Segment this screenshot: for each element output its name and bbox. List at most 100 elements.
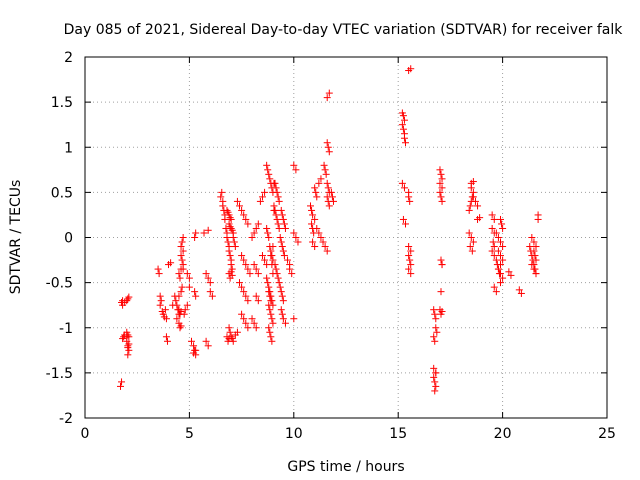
data-point	[321, 166, 329, 174]
data-point	[208, 292, 216, 300]
data-point	[474, 215, 482, 223]
data-point	[265, 234, 273, 241]
data-point	[517, 289, 525, 297]
data-point	[430, 306, 438, 314]
data-point	[271, 261, 279, 269]
data-point	[438, 197, 446, 205]
data-point	[436, 166, 444, 174]
data-point	[324, 184, 332, 192]
data-point	[498, 220, 506, 228]
data-point	[400, 184, 408, 192]
data-point	[499, 224, 507, 232]
data-point	[225, 247, 233, 255]
data-point	[432, 369, 440, 377]
data-point	[274, 220, 282, 228]
y-tick-label: -2	[59, 411, 73, 427]
data-point	[244, 265, 252, 273]
data-point	[163, 337, 171, 345]
data-point	[400, 116, 408, 124]
data-point	[271, 206, 279, 214]
data-point	[497, 252, 505, 260]
data-point	[266, 328, 274, 336]
data-point	[534, 215, 542, 223]
data-point	[218, 188, 226, 196]
data-point	[405, 188, 413, 196]
data-point	[277, 238, 285, 246]
data-point	[321, 243, 329, 251]
data-point	[271, 179, 279, 187]
data-point	[313, 224, 321, 232]
data-point	[225, 335, 233, 343]
data-point	[497, 261, 505, 269]
data-point	[400, 134, 408, 142]
data-point	[223, 234, 231, 241]
data-point	[274, 193, 282, 201]
data-point	[433, 328, 441, 336]
y-tick-label: 0.5	[51, 185, 73, 201]
data-point	[489, 238, 497, 246]
data-point	[167, 259, 175, 267]
data-point	[254, 270, 262, 278]
data-point	[264, 279, 272, 287]
data-point	[323, 179, 331, 187]
data-point	[231, 243, 239, 251]
data-point	[468, 247, 476, 255]
data-point	[494, 247, 502, 255]
data-point	[273, 270, 281, 278]
data-point	[219, 202, 227, 210]
data-point	[263, 274, 271, 282]
data-point	[178, 238, 186, 246]
data-point	[248, 234, 256, 241]
y-axis-label: SDTVAR / TECUs	[8, 180, 24, 295]
data-point	[175, 292, 183, 300]
data-point	[183, 301, 191, 309]
data-point	[204, 342, 212, 350]
data-point	[312, 188, 320, 196]
data-point	[325, 89, 333, 97]
data-point	[233, 328, 241, 336]
data-point	[173, 301, 181, 309]
data-point	[183, 270, 191, 278]
data-point	[466, 243, 474, 251]
data-point	[315, 229, 323, 237]
data-point	[269, 256, 277, 264]
data-point	[432, 315, 440, 323]
data-point	[438, 261, 446, 269]
data-point	[437, 288, 445, 296]
data-point	[177, 252, 185, 260]
data-point	[328, 193, 336, 201]
data-point	[492, 288, 500, 296]
data-point	[286, 265, 294, 273]
data-point	[275, 224, 283, 232]
data-point	[267, 297, 275, 305]
data-point	[273, 188, 281, 196]
data-point	[256, 197, 264, 205]
data-point	[261, 188, 269, 196]
data-point	[309, 238, 317, 246]
data-point	[308, 206, 316, 214]
data-point	[266, 292, 274, 300]
data-point	[329, 197, 337, 205]
data-point	[279, 297, 287, 305]
data-point	[526, 243, 534, 251]
data-point	[494, 265, 502, 273]
data-point	[270, 202, 278, 210]
data-point	[226, 252, 234, 260]
data-point	[398, 179, 406, 187]
data-point	[430, 333, 438, 341]
data-point	[436, 188, 444, 196]
data-point	[323, 247, 331, 255]
grid-lines	[85, 57, 607, 418]
data-point	[242, 261, 250, 269]
data-point	[242, 215, 250, 223]
data-point	[226, 223, 234, 231]
data-point	[294, 238, 302, 246]
data-point	[469, 238, 477, 246]
data-point	[431, 387, 439, 395]
data-point	[225, 324, 233, 332]
data-point	[261, 256, 269, 264]
data-point	[465, 229, 473, 237]
data-point	[252, 324, 260, 332]
data-point	[488, 211, 496, 219]
data-point	[250, 261, 258, 269]
